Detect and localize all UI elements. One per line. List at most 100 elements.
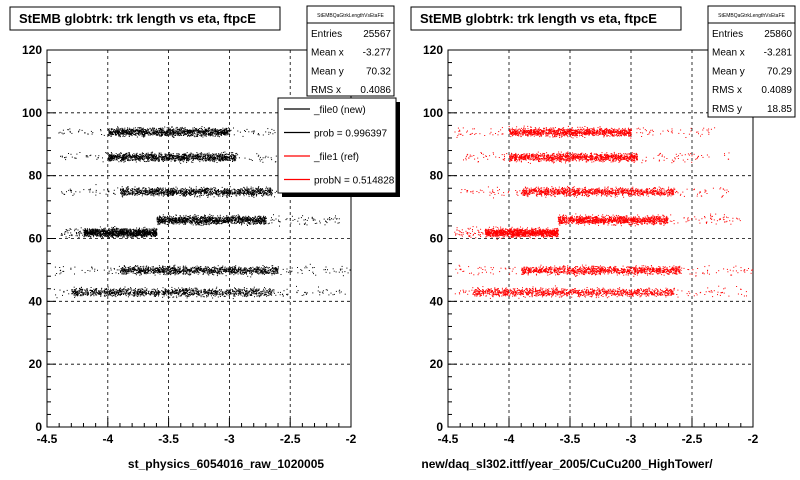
data-point <box>265 223 267 225</box>
data-point <box>129 154 131 156</box>
data-point <box>189 129 191 131</box>
data-point <box>224 159 226 161</box>
data-point <box>210 156 212 158</box>
data-point <box>142 132 144 134</box>
data-point <box>181 156 183 158</box>
data-point <box>192 160 194 161</box>
data-point <box>233 215 235 217</box>
data-point <box>216 155 218 157</box>
data-point <box>222 220 224 222</box>
data-point <box>190 217 192 219</box>
data-point <box>118 156 120 158</box>
data-point <box>192 129 194 131</box>
data-point <box>257 221 259 223</box>
data-point <box>146 161 148 162</box>
data-point <box>155 156 157 158</box>
data-point <box>213 155 215 157</box>
data-point <box>258 186 260 188</box>
data-point <box>173 193 175 195</box>
data-point <box>169 156 171 158</box>
data-point <box>158 132 160 134</box>
data-point <box>217 221 219 223</box>
data-point <box>247 190 249 192</box>
data-point <box>168 218 170 220</box>
data-point <box>214 159 216 161</box>
data-point <box>147 131 149 133</box>
data-point <box>151 130 152 132</box>
data-point <box>260 223 262 225</box>
data-point <box>178 132 180 134</box>
data-point <box>202 222 204 224</box>
data-point <box>159 189 161 190</box>
data-point <box>164 156 166 157</box>
data-point <box>195 192 197 194</box>
data-point <box>156 190 158 192</box>
data-point <box>209 223 211 225</box>
data-point <box>161 189 162 191</box>
data-point <box>229 190 231 192</box>
data-point <box>230 217 232 219</box>
data-point <box>250 219 252 221</box>
data-point <box>120 156 121 158</box>
data-point <box>206 193 208 194</box>
data-point <box>131 128 133 130</box>
data-point <box>138 189 140 191</box>
data-point <box>156 133 157 135</box>
data-point <box>63 193 65 195</box>
data-point <box>161 189 163 191</box>
data-point <box>190 221 191 223</box>
data-point <box>316 222 318 224</box>
data-point <box>134 158 136 160</box>
data-point <box>235 154 237 156</box>
data-point <box>245 218 247 220</box>
data-point <box>122 156 124 158</box>
data-point <box>237 214 239 216</box>
data-point <box>257 221 259 223</box>
data-point <box>201 126 203 128</box>
data-point <box>178 130 180 132</box>
data-point <box>242 190 244 192</box>
data-point <box>174 189 176 190</box>
data-point <box>326 222 328 223</box>
data-point <box>164 220 166 222</box>
data-point <box>200 158 202 160</box>
data-point <box>184 190 186 192</box>
data-point <box>195 157 197 159</box>
data-point <box>119 133 120 135</box>
data-point <box>171 222 173 224</box>
data-point <box>229 186 231 188</box>
data-point <box>114 157 116 159</box>
data-point <box>216 220 218 222</box>
data-point <box>132 129 134 131</box>
data-point <box>108 130 110 132</box>
data-point <box>219 158 221 160</box>
data-point <box>238 190 240 192</box>
data-point <box>221 134 222 136</box>
data-point <box>167 128 169 130</box>
data-point <box>262 221 264 223</box>
data-point <box>163 220 165 222</box>
data-point <box>132 192 134 194</box>
data-point <box>144 154 146 155</box>
data-point <box>252 221 254 223</box>
data-point <box>62 129 64 131</box>
data-point <box>132 155 134 156</box>
data-point <box>181 155 183 157</box>
data-point <box>211 128 213 130</box>
data-point <box>208 223 210 225</box>
data-point <box>257 192 259 194</box>
data-point <box>138 159 140 161</box>
data-point <box>139 160 141 162</box>
data-point <box>175 189 177 191</box>
data-point <box>250 191 252 193</box>
data-point <box>241 220 243 222</box>
data-point <box>203 224 204 226</box>
data-point <box>260 189 262 191</box>
data-point <box>264 191 266 193</box>
data-point <box>181 193 183 195</box>
data-point <box>194 191 196 193</box>
data-point <box>140 130 142 131</box>
data-point <box>246 191 248 193</box>
data-point <box>246 220 248 222</box>
data-point <box>210 187 212 189</box>
